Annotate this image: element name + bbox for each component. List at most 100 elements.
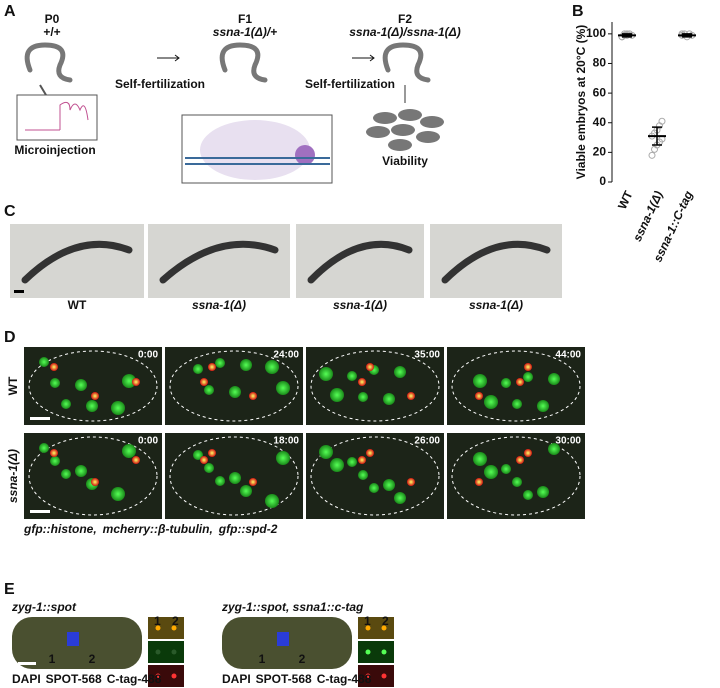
embryo-image <box>447 433 585 519</box>
spot-label: 2 <box>89 652 96 666</box>
time-stamp: 24:00 <box>273 350 299 361</box>
embryo-outline <box>451 350 581 422</box>
worm <box>21 240 133 284</box>
spot <box>171 625 177 631</box>
nucleus <box>111 401 125 415</box>
inset <box>148 617 184 639</box>
legend-entry: gfp::histone, <box>23 522 97 536</box>
y-tick-label: 80 <box>593 56 607 70</box>
nucleus <box>394 366 406 378</box>
time-stamp: 30:00 <box>555 436 581 447</box>
inset-label: 2 <box>172 614 179 628</box>
chromosomes <box>277 632 289 646</box>
nucleus <box>265 494 279 508</box>
x-tick-label: WT <box>615 188 636 211</box>
worm <box>441 240 551 284</box>
nucleus <box>523 490 533 500</box>
stage-genotype: ssna-1(Δ)/+ <box>213 25 277 39</box>
error-bar <box>622 33 632 38</box>
legend-entry: C-tag-488 <box>317 672 372 686</box>
centrosome <box>366 449 374 457</box>
nucleus <box>215 476 225 486</box>
time-stamp: 18:00 <box>273 436 299 447</box>
nucleus <box>50 456 60 466</box>
caption: Viability <box>382 154 428 168</box>
y-tick-label: 0 <box>599 174 606 188</box>
legend-entry: gfp::spd-2 <box>218 522 278 536</box>
panel-label: C <box>4 203 16 220</box>
nucleus <box>265 360 279 374</box>
nucleus <box>122 444 136 458</box>
centrosome <box>200 456 208 464</box>
embryo-image <box>306 347 444 425</box>
centrosome <box>208 449 216 457</box>
complex <box>200 120 310 180</box>
scale-bar <box>30 417 50 420</box>
nucleus <box>319 367 333 381</box>
rna-icon <box>25 101 89 131</box>
centrosome <box>516 378 524 386</box>
embryo-outline <box>451 436 581 516</box>
nucleus <box>548 373 560 385</box>
panel-label: A <box>4 3 16 20</box>
embryo-outline <box>310 350 440 422</box>
embryo-outline <box>169 436 299 516</box>
nucleus <box>39 443 49 453</box>
nucleus <box>512 477 522 487</box>
spot <box>171 673 177 679</box>
embryo-image <box>447 347 585 425</box>
nucleus <box>204 385 214 395</box>
y-tick-label: 100 <box>586 26 606 40</box>
spot <box>365 649 371 655</box>
arrow-head <box>174 54 180 62</box>
panel-label: B <box>572 3 584 20</box>
worm-image <box>10 224 144 298</box>
inset-label: 1 <box>364 614 371 628</box>
error-bar <box>652 126 662 146</box>
inset-label: 2 <box>382 614 389 628</box>
nucleus <box>330 458 344 472</box>
time-stamp: 44:00 <box>555 350 581 361</box>
nucleus <box>358 392 368 402</box>
caption: Microinjection <box>14 143 95 157</box>
y-tick-label: 40 <box>593 115 607 129</box>
stage-name: F2 <box>398 12 412 26</box>
time-stamp: 0:00 <box>138 350 158 361</box>
spot <box>155 625 161 631</box>
nucleus <box>473 374 487 388</box>
spot-label: 2 <box>299 652 306 666</box>
spot <box>365 625 371 631</box>
centrosome <box>50 363 58 371</box>
nucleus <box>61 469 71 479</box>
embryo-outline <box>169 350 299 422</box>
panel-label: D <box>4 329 16 346</box>
spot <box>381 649 387 655</box>
inset <box>358 641 394 663</box>
nucleus <box>383 393 395 405</box>
caption: ssna-1(Δ) <box>333 298 387 312</box>
nucleus <box>75 465 87 477</box>
centrosome <box>407 392 415 400</box>
nucleus <box>537 486 549 498</box>
legend-entry: SPOT-568 <box>46 672 102 686</box>
y-tick-label: 60 <box>593 85 607 99</box>
centrosome <box>132 378 140 386</box>
nucleus <box>484 465 498 479</box>
y-tick-label: 20 <box>593 145 607 159</box>
centrosome <box>200 378 208 386</box>
nucleus <box>548 443 560 455</box>
caption: WT <box>68 298 87 312</box>
centrosome <box>50 449 58 457</box>
nucleus <box>394 492 406 504</box>
row-label: WT <box>6 376 20 395</box>
inset <box>148 641 184 663</box>
centrosome <box>249 392 257 400</box>
legend-entry: DAPI <box>222 672 251 686</box>
stage-name: P0 <box>45 12 60 26</box>
panel-title: zyg-1::spot <box>11 600 77 614</box>
inset-box <box>16 94 98 141</box>
centrosome <box>358 456 366 464</box>
inset-label: 1 <box>154 614 161 628</box>
worm-image <box>148 224 290 298</box>
